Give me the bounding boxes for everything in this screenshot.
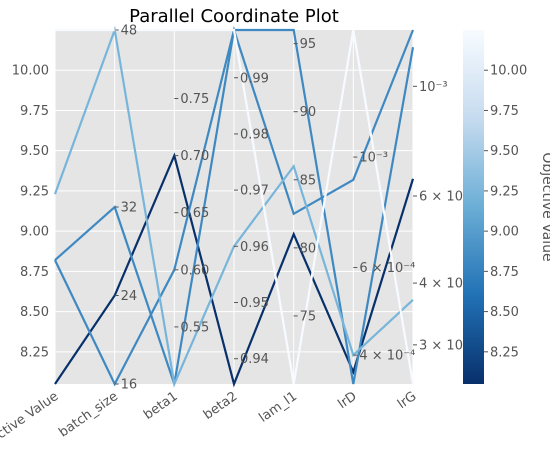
axis-name-lrD: lrD	[335, 389, 359, 412]
colorbar-tick-label: 9.25	[490, 184, 519, 199]
axis-name-lam_l1: lam_l1	[256, 389, 300, 426]
tick-label-Objective Value: 9.50	[20, 144, 49, 159]
tick-label-lrD: 4 × 10⁻⁴	[359, 349, 415, 364]
tick-label-batch_size: 16	[121, 378, 138, 393]
colorbar-ticks: 8.25 8.50 8.75 9.00 9.25 9.50 9.75 10.00	[484, 64, 527, 360]
tick-label-lrG: 3 × 10⁻⁴	[419, 338, 475, 353]
axis-name-beta2: beta2	[201, 389, 240, 423]
axis-name-beta1: beta1	[141, 389, 180, 423]
tick-label-batch_size: 32	[121, 201, 138, 216]
tick-label-beta2: 0.97	[240, 184, 269, 199]
tick-label-beta1: 0.70	[180, 149, 209, 164]
tick-label-beta1: 0.55	[180, 320, 209, 335]
tick-label-beta2: 0.96	[240, 240, 269, 255]
tick-label-lam_l1: 90	[300, 105, 317, 120]
axis-name-batch_size: batch_size	[56, 389, 121, 441]
tick-label-Objective Value: 10.00	[12, 64, 49, 79]
tick-label-lam_l1: 95	[300, 37, 317, 52]
colorbar	[463, 30, 484, 384]
tick-label-beta2: 0.99	[240, 71, 269, 86]
colorbar-tick-label: 9.50	[490, 144, 519, 159]
tick-label-Objective Value: 9.25	[20, 184, 49, 199]
tick-label-Objective Value: 8.75	[20, 265, 49, 280]
axis-ticks: 8.25 8.50 8.75 9.00 9.25 9.50 9.75 10.00 16 24 32 4…	[12, 24, 475, 393]
tick-label-beta2: 0.95	[240, 296, 269, 311]
tick-label-lam_l1: 75	[300, 309, 317, 324]
tick-label-batch_size: 24	[121, 289, 138, 304]
tick-label-lrG: 10⁻³	[419, 80, 448, 95]
chart-title: Parallel Coordinate Plot	[129, 6, 339, 27]
tick-label-lrG: 4 × 10⁻⁴	[419, 277, 475, 292]
tick-label-beta1: 0.75	[180, 92, 209, 107]
axis-name-Objective Value: Objective Value	[0, 389, 61, 459]
tick-label-lrD: 6 × 10⁻⁴	[359, 261, 415, 276]
tick-label-beta2: 0.98	[240, 127, 269, 142]
tick-label-beta1: 0.60	[180, 263, 209, 278]
colorbar-tick-label: 10.00	[490, 64, 527, 79]
colorbar-tick-label: 8.75	[490, 265, 519, 280]
tick-label-Objective Value: 8.50	[20, 305, 49, 320]
tick-label-beta2: 0.94	[240, 352, 269, 367]
tick-label-beta1: 0.65	[180, 206, 209, 221]
colorbar-tick-label: 9.00	[490, 225, 519, 240]
colorbar-tick-label: 8.50	[490, 305, 519, 320]
tick-label-lam_l1: 85	[300, 173, 317, 188]
tick-label-Objective Value: 9.00	[20, 225, 49, 240]
tick-label-lrG: 6 × 10⁻⁴	[419, 190, 475, 205]
axis-name-lrG: lrG	[395, 389, 419, 412]
colorbar-tick-label: 8.25	[490, 345, 519, 360]
tick-label-lrD: 10⁻³	[359, 151, 388, 166]
colorbar-tick-label: 9.75	[490, 104, 519, 119]
colorbar-label: Objective Value	[539, 152, 550, 261]
tick-label-Objective Value: 8.25	[20, 345, 49, 360]
tick-label-Objective Value: 9.75	[20, 104, 49, 119]
tick-label-lam_l1: 80	[300, 241, 317, 256]
tick-label-batch_size: 48	[121, 24, 138, 39]
